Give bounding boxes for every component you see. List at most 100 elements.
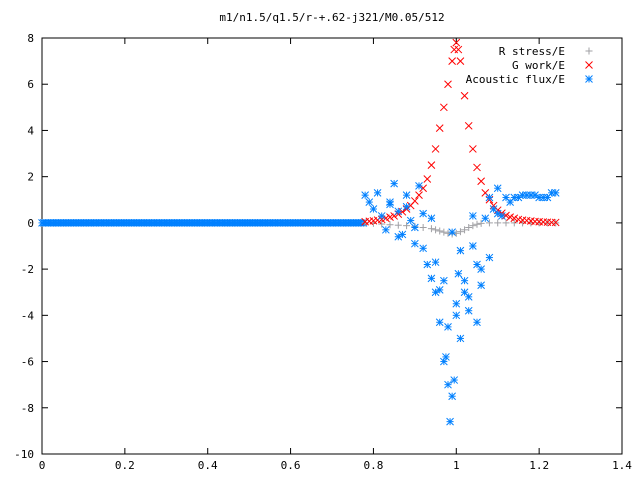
series-1-point: [477, 177, 485, 186]
y-tick-label: 2: [27, 171, 34, 184]
series-2-point: [427, 214, 436, 223]
series-2-point: [473, 260, 481, 269]
series-0-point: [419, 224, 427, 232]
series-2-point: [377, 212, 386, 220]
series-1-point: [435, 124, 444, 132]
x-tick-label: 0: [39, 459, 46, 472]
series-2-point: [431, 258, 440, 267]
series-2-point: [473, 318, 481, 327]
series-2-point: [477, 281, 485, 290]
series-2-point: [419, 209, 427, 218]
y-tick-label: -10: [14, 448, 34, 461]
series-0-point: [510, 219, 518, 227]
series-1-point: [411, 197, 419, 205]
series-2-point: [493, 209, 502, 218]
y-tick-label: 6: [27, 78, 34, 91]
x-tick-label: 0.6: [281, 459, 301, 472]
y-tick-label: -2: [21, 263, 34, 276]
y-tick-label: -4: [21, 309, 35, 322]
series-2-point: [386, 198, 394, 206]
x-tick-label: 0.4: [198, 459, 218, 472]
series-2-point: [415, 182, 423, 190]
series-layer: [38, 38, 560, 426]
legend-marker: [585, 47, 593, 55]
series-2-point: [456, 334, 465, 343]
series-2-point: [452, 299, 461, 308]
series-1-point: [464, 121, 473, 130]
series-1-point: [427, 161, 436, 169]
series-2-point: [485, 253, 494, 262]
series-1-point: [423, 175, 432, 183]
series-2-point: [446, 417, 454, 426]
series-1-point: [456, 57, 465, 65]
series-0-point: [432, 226, 440, 234]
series-2-point: [444, 323, 452, 331]
x-tick-label: 1.4: [612, 459, 632, 472]
series-0-point: [456, 228, 464, 236]
series-2-point: [460, 276, 469, 285]
series-2-point: [365, 198, 374, 206]
series-0-point: [473, 220, 481, 228]
legend-label: G work/E: [512, 59, 565, 72]
x-tick-label: 0.2: [115, 459, 135, 472]
series-2-point: [402, 191, 411, 200]
series-1-point: [452, 38, 461, 47]
series-2-point: [435, 318, 444, 327]
series-2-point: [444, 380, 452, 389]
series-2-point: [551, 188, 560, 197]
series-2-point: [394, 232, 403, 241]
legend-marker: [585, 75, 593, 83]
series-2-point: [382, 225, 390, 234]
series-2-point: [469, 242, 477, 250]
series-2-point: [427, 274, 436, 283]
series-2-point: [493, 184, 502, 193]
x-tick-label: 0.8: [363, 459, 383, 472]
series-0-point: [477, 219, 485, 227]
series-1-point: [431, 145, 440, 153]
series-0-point: [440, 228, 448, 236]
series-2-point: [402, 202, 411, 211]
series-2-point: [450, 376, 459, 384]
series-2-point: [419, 244, 427, 253]
series-0-point: [378, 220, 386, 228]
series-0-point: [436, 227, 444, 235]
series-2-point: [411, 239, 419, 248]
legend-label: Acoustic flux/E: [466, 73, 565, 86]
series-2-point: [423, 260, 432, 269]
series-1-point: [444, 80, 452, 89]
y-tick-label: -6: [21, 356, 34, 369]
series-1-point: [473, 163, 481, 172]
series-0-point: [403, 222, 411, 230]
series-2-point: [361, 191, 369, 200]
series-2-point: [369, 205, 378, 213]
series-2-point: [394, 207, 403, 216]
acoustic-flux-zero-band: [38, 219, 368, 227]
series-2-point: [456, 246, 465, 255]
series-0-point: [469, 222, 477, 230]
series-2-point: [454, 269, 463, 278]
plot-axes: 0 0.2 0.4 0.6 0.8 1 1.2 1.4 -10 -8 -6 -4 -2 0 2 4 6 8: [14, 32, 632, 472]
series-0-point: [494, 219, 502, 227]
series-2-point: [469, 212, 477, 220]
series-2-point: [448, 228, 456, 236]
series-2-point: [448, 392, 456, 401]
series-0-point: [502, 219, 510, 227]
series-0-point: [386, 221, 394, 229]
legend-marker: [585, 61, 593, 69]
series-2-point: [435, 286, 444, 294]
series-1-point: [551, 218, 560, 227]
series-2-point: [481, 214, 490, 223]
series-1-point: [469, 145, 477, 153]
series-2-point: [464, 306, 473, 315]
y-tick-label: 8: [27, 32, 34, 45]
legend-label: R stress/E: [499, 45, 565, 58]
series-1-point: [460, 91, 469, 100]
y-tick-label: 0: [27, 217, 34, 230]
series-1-point: [440, 103, 448, 112]
series-2: [361, 179, 560, 426]
series-0-point: [485, 219, 493, 227]
series-0-point: [461, 226, 469, 234]
series-2-point: [440, 276, 448, 285]
series-2-point: [411, 223, 419, 232]
